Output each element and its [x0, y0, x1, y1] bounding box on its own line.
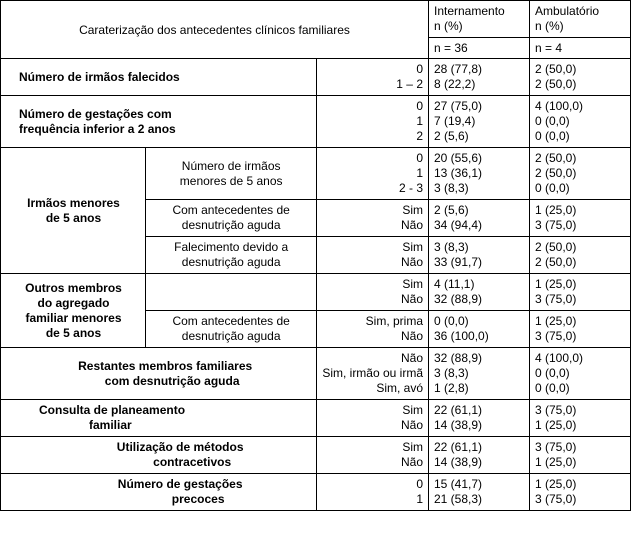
amb-irmaos-falecidos: 2 (50,0) 2 (50,0) [530, 59, 631, 96]
vals-gestacoes-freq: 0 1 2 [317, 96, 429, 148]
amb-restantes: 4 (100,0) 0 (0,0) 0 (0,0) [530, 348, 631, 400]
label-outros5-sub2: Com antecedentes de desnutrição aguda [145, 311, 316, 348]
intern-irmaos5-sub1: 20 (55,6) 13 (36,1) 3 (8,3) [429, 148, 530, 200]
label-irmaos5-sub3: Falecimento devido a desnutrição aguda [145, 237, 316, 274]
intern-planeamento: 22 (61,1) 14 (38,9) [429, 400, 530, 437]
vals-contracetivos: Sim Não [317, 437, 429, 474]
intern-outros5-sub2: 0 (0,0) 36 (100,0) [429, 311, 530, 348]
col2-line2: n (%) [535, 19, 625, 34]
row-outros5-sub1: Outros membros do agregado familiar meno… [1, 274, 631, 311]
row-irmaos-falecidos: Número de irmãos falecidos 0 1 – 2 28 (7… [1, 59, 631, 96]
clinical-antecedents-table: Caraterização dos antecedentes clínicos … [0, 0, 631, 511]
vals-restantes: Não Sim, irmão ou irmã Sim, avó [317, 348, 429, 400]
vals-irmaos5-sub2: Sim Não [317, 200, 429, 237]
intern-gestacoes-freq: 27 (75,0) 7 (19,4) 2 (5,6) [429, 96, 530, 148]
label-precoces: Número de gestações precoces [1, 474, 317, 511]
vals-planeamento: Sim Não [317, 400, 429, 437]
amb-outros5-sub2: 1 (25,0) 3 (75,0) [530, 311, 631, 348]
amb-outros5-sub1: 1 (25,0) 3 (75,0) [530, 274, 631, 311]
vals-irmaos5-sub1: 0 1 2 - 3 [317, 148, 429, 200]
label-irmaos-falecidos: Número de irmãos falecidos [1, 59, 317, 96]
label-outros5-sub1 [145, 274, 316, 311]
amb-irmaos5-sub1: 2 (50,0) 2 (50,0) 0 (0,0) [530, 148, 631, 200]
col2-n: n = 4 [530, 38, 631, 59]
vals-precoces: 0 1 [317, 474, 429, 511]
label-restantes: Restantes membros familiares com desnutr… [1, 348, 317, 400]
amb-contracetivos: 3 (75,0) 1 (25,0) [530, 437, 631, 474]
label-irmaos5-sub2: Com antecedentes de desnutrição aguda [145, 200, 316, 237]
intern-outros5-sub1: 4 (11,1) 32 (88,9) [429, 274, 530, 311]
amb-planeamento: 3 (75,0) 1 (25,0) [530, 400, 631, 437]
row-contracetivos: Utilização de métodos contracetivos Sim … [1, 437, 631, 474]
label-gestacoes-freq: Número de gestações com frequência infer… [1, 96, 317, 148]
col1-line2: n (%) [434, 19, 524, 34]
col1-n: n = 36 [429, 38, 530, 59]
group-outros5: Outros membros do agregado familiar meno… [1, 274, 146, 348]
col-ambulatorio-header: Ambulatório n (%) [530, 1, 631, 38]
header-row-1: Caraterização dos antecedentes clínicos … [1, 1, 631, 38]
amb-precoces: 1 (25,0) 3 (75,0) [530, 474, 631, 511]
vals-irmaos-falecidos: 0 1 – 2 [317, 59, 429, 96]
table-title: Caraterização dos antecedentes clínicos … [1, 1, 429, 59]
row-precoces: Número de gestações precoces 0 1 15 (41,… [1, 474, 631, 511]
row-irmaos5-sub1: Irmãos menores de 5 anos Número de irmão… [1, 148, 631, 200]
label-planeamento: Consulta de planeamento familiar [1, 400, 317, 437]
intern-irmaos5-sub2: 2 (5,6) 34 (94,4) [429, 200, 530, 237]
vals-irmaos5-sub3: Sim Não [317, 237, 429, 274]
intern-restantes: 32 (88,9) 3 (8,3) 1 (2,8) [429, 348, 530, 400]
vals-outros5-sub1: Sim Não [317, 274, 429, 311]
amb-gestacoes-freq: 4 (100,0) 0 (0,0) 0 (0,0) [530, 96, 631, 148]
row-gestacoes-freq: Número de gestações com frequência infer… [1, 96, 631, 148]
col1-line1: Internamento [434, 4, 524, 19]
row-planeamento: Consulta de planeamento familiar Sim Não… [1, 400, 631, 437]
label-irmaos5-sub1: Número de irmãos menores de 5 anos [145, 148, 316, 200]
intern-precoces: 15 (41,7) 21 (58,3) [429, 474, 530, 511]
intern-irmaos5-sub3: 3 (8,3) 33 (91,7) [429, 237, 530, 274]
vals-outros5-sub2: Sim, prima Não [317, 311, 429, 348]
col2-line1: Ambulatório [535, 4, 625, 19]
amb-irmaos5-sub2: 1 (25,0) 3 (75,0) [530, 200, 631, 237]
amb-irmaos5-sub3: 2 (50,0) 2 (50,0) [530, 237, 631, 274]
intern-contracetivos: 22 (61,1) 14 (38,9) [429, 437, 530, 474]
label-contracetivos: Utilização de métodos contracetivos [1, 437, 317, 474]
row-restantes: Restantes membros familiares com desnutr… [1, 348, 631, 400]
group-irmaos5: Irmãos menores de 5 anos [1, 148, 146, 274]
intern-irmaos-falecidos: 28 (77,8) 8 (22,2) [429, 59, 530, 96]
col-internamento-header: Internamento n (%) [429, 1, 530, 38]
